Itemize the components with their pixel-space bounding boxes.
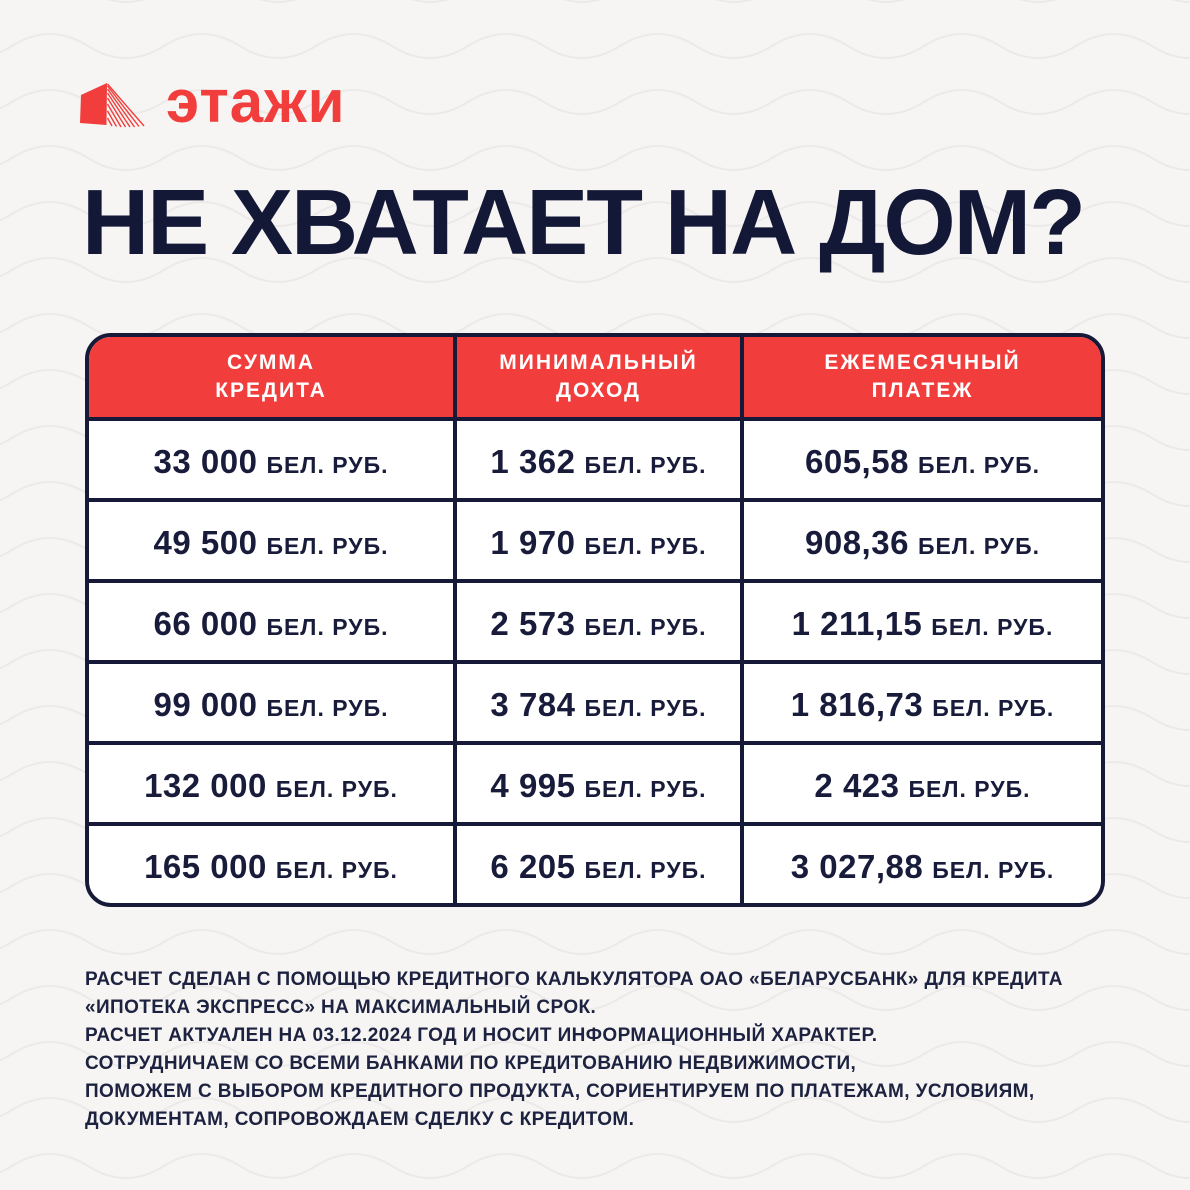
currency-unit: БЕЛ. РУБ. bbox=[275, 857, 398, 883]
loan-amount-cell: 49 500 БЕЛ. РУБ. bbox=[89, 502, 453, 579]
header-line: СУММА bbox=[226, 351, 316, 374]
currency-unit: БЕЛ. РУБ. bbox=[917, 452, 1040, 478]
disclaimer-line: ПОМОЖЕМ С ВЫБОРОМ КРЕДИТНОГО ПРОДУКТА, С… bbox=[85, 1081, 1035, 1102]
monthly-payment-cell: 1 816,73 БЕЛ. РУБ. bbox=[740, 664, 1101, 741]
loan-amount-cell: 66 000 БЕЛ. РУБ. bbox=[89, 583, 453, 660]
amount-value: 1 816,73 bbox=[790, 686, 924, 723]
monthly-payment-cell: 605,58 БЕЛ. РУБ. bbox=[740, 421, 1101, 498]
currency-unit: БЕЛ. РУБ. bbox=[266, 614, 389, 640]
monthly-payment-cell: 2 423 БЕЛ. РУБ. bbox=[740, 745, 1101, 822]
currency-unit: БЕЛ. РУБ. bbox=[266, 695, 389, 721]
amount-value: 3 784 bbox=[490, 686, 576, 723]
table-row: 33 000 БЕЛ. РУБ. 1 362 БЕЛ. РУБ. 605,58 БЕЛ… bbox=[89, 417, 1101, 498]
currency-unit: БЕЛ. РУБ. bbox=[584, 776, 707, 802]
amount-value: 99 000 bbox=[153, 686, 258, 723]
amount-value: 1 362 bbox=[490, 443, 576, 480]
table-row: 99 000 БЕЛ. РУБ. 3 784 БЕЛ. РУБ. 1 816,73 Б… bbox=[89, 660, 1101, 741]
disclaimer-line: РАСЧЕТ СДЕЛАН С ПОМОЩЬЮ КРЕДИТНОГО КАЛЬК… bbox=[85, 969, 1063, 990]
currency-unit: БЕЛ. РУБ. bbox=[584, 614, 707, 640]
loan-amount-cell: 165 000 БЕЛ. РУБ. bbox=[89, 826, 453, 903]
amount-value: 132 000 bbox=[144, 767, 267, 804]
currency-unit: БЕЛ. РУБ. bbox=[275, 776, 398, 802]
loan-amount-cell: 99 000 БЕЛ. РУБ. bbox=[89, 664, 453, 741]
min-income-cell: 6 205 БЕЛ. РУБ. bbox=[453, 826, 740, 903]
credit-table: СУММА КРЕДИТА МИНИМАЛЬНЫЙ ДОХОД ЕЖЕМЕСЯЧ… bbox=[85, 333, 1105, 907]
monthly-payment-cell: 1 211,15 БЕЛ. РУБ. bbox=[740, 583, 1101, 660]
currency-unit: БЕЛ. РУБ. bbox=[584, 452, 707, 478]
amount-value: 908,36 bbox=[805, 524, 909, 561]
header-line: ПЛАТЕЖ bbox=[871, 379, 974, 402]
currency-unit: БЕЛ. РУБ. bbox=[584, 533, 707, 559]
amount-value: 605,58 bbox=[805, 443, 909, 480]
min-income-cell: 1 362 БЕЛ. РУБ. bbox=[453, 421, 740, 498]
min-income-cell: 3 784 БЕЛ. РУБ. bbox=[453, 664, 740, 741]
currency-unit: БЕЛ. РУБ. bbox=[932, 857, 1055, 883]
disclaimer-line: «ИПОТЕКА ЭКСПРЕСС» НА МАКСИМАЛЬНЫЙ СРОК. bbox=[85, 997, 597, 1018]
header-monthly-payment: ЕЖЕМЕСЯЧНЫЙ ПЛАТЕЖ bbox=[740, 337, 1101, 417]
logo-text: этажи bbox=[166, 68, 346, 135]
amount-value: 49 500 bbox=[153, 524, 258, 561]
min-income-cell: 4 995 БЕЛ. РУБ. bbox=[453, 745, 740, 822]
amount-value: 3 027,88 bbox=[790, 848, 924, 885]
amount-value: 6 205 bbox=[490, 848, 576, 885]
monthly-payment-cell: 3 027,88 БЕЛ. РУБ. bbox=[740, 826, 1101, 903]
min-income-cell: 1 970 БЕЛ. РУБ. bbox=[453, 502, 740, 579]
disclaimer-line: РАСЧЕТ АКТУАЛЕН НА 03.12.2024 ГОД И НОСИ… bbox=[85, 1025, 878, 1046]
amount-value: 33 000 bbox=[153, 443, 258, 480]
amount-value: 2 423 bbox=[814, 767, 900, 804]
etazhi-building-icon bbox=[80, 83, 145, 128]
disclaimer-line: СОТРУДНИЧАЕМ СО ВСЕМИ БАНКАМИ ПО КРЕДИТО… bbox=[85, 1053, 857, 1074]
monthly-payment-cell: 908,36 БЕЛ. РУБ. bbox=[740, 502, 1101, 579]
logo: этажи bbox=[80, 72, 346, 138]
amount-value: 66 000 bbox=[153, 605, 258, 642]
loan-amount-cell: 33 000 БЕЛ. РУБ. bbox=[89, 421, 453, 498]
disclaimer-line: ДОКУМЕНТАМ, СОПРОВОЖДАЕМ СДЕЛКУ С КРЕДИТ… bbox=[85, 1109, 635, 1130]
table-row: 49 500 БЕЛ. РУБ. 1 970 БЕЛ. РУБ. 908,36 БЕЛ… bbox=[89, 498, 1101, 579]
header-line: ДОХОД bbox=[556, 379, 641, 402]
header-min-income: МИНИМАЛЬНЫЙ ДОХОД bbox=[453, 337, 740, 417]
amount-value: 1 970 bbox=[490, 524, 576, 561]
header-line: ЕЖЕМЕСЯЧНЫЙ bbox=[824, 351, 1021, 374]
currency-unit: БЕЛ. РУБ. bbox=[584, 857, 707, 883]
currency-unit: БЕЛ. РУБ. bbox=[584, 695, 707, 721]
disclaimer-text: РАСЧЕТ СДЕЛАН С ПОМОЩЬЮ КРЕДИТНОГО КАЛЬК… bbox=[85, 966, 1145, 1134]
min-income-cell: 2 573 БЕЛ. РУБ. bbox=[453, 583, 740, 660]
table-row: 165 000 БЕЛ. РУБ. 6 205 БЕЛ. РУБ. 3 027,88… bbox=[89, 822, 1101, 903]
loan-amount-cell: 132 000 БЕЛ. РУБ. bbox=[89, 745, 453, 822]
currency-unit: БЕЛ. РУБ. bbox=[932, 695, 1055, 721]
table-row: 66 000 БЕЛ. РУБ. 2 573 БЕЛ. РУБ. 1 211,15 Б… bbox=[89, 579, 1101, 660]
table-row: 132 000 БЕЛ. РУБ. 4 995 БЕЛ. РУБ. 2 423 БЕЛ… bbox=[89, 741, 1101, 822]
amount-value: 2 573 bbox=[490, 605, 576, 642]
currency-unit: БЕЛ. РУБ. bbox=[931, 614, 1054, 640]
amount-value: 4 995 bbox=[490, 767, 576, 804]
header-line: МИНИМАЛЬНЫЙ bbox=[499, 351, 698, 374]
currency-unit: БЕЛ. РУБ. bbox=[266, 452, 389, 478]
currency-unit: БЕЛ. РУБ. bbox=[908, 776, 1031, 802]
currency-unit: БЕЛ. РУБ. bbox=[266, 533, 389, 559]
header-loan-amount: СУММА КРЕДИТА bbox=[89, 337, 453, 417]
headline: НЕ ХВАТАЕТ НА ДОМ? bbox=[82, 170, 1086, 274]
header-line: КРЕДИТА bbox=[215, 379, 327, 402]
amount-value: 165 000 bbox=[144, 848, 267, 885]
currency-unit: БЕЛ. РУБ. bbox=[917, 533, 1040, 559]
table-header-row: СУММА КРЕДИТА МИНИМАЛЬНЫЙ ДОХОД ЕЖЕМЕСЯЧ… bbox=[89, 337, 1101, 417]
amount-value: 1 211,15 bbox=[791, 605, 923, 642]
